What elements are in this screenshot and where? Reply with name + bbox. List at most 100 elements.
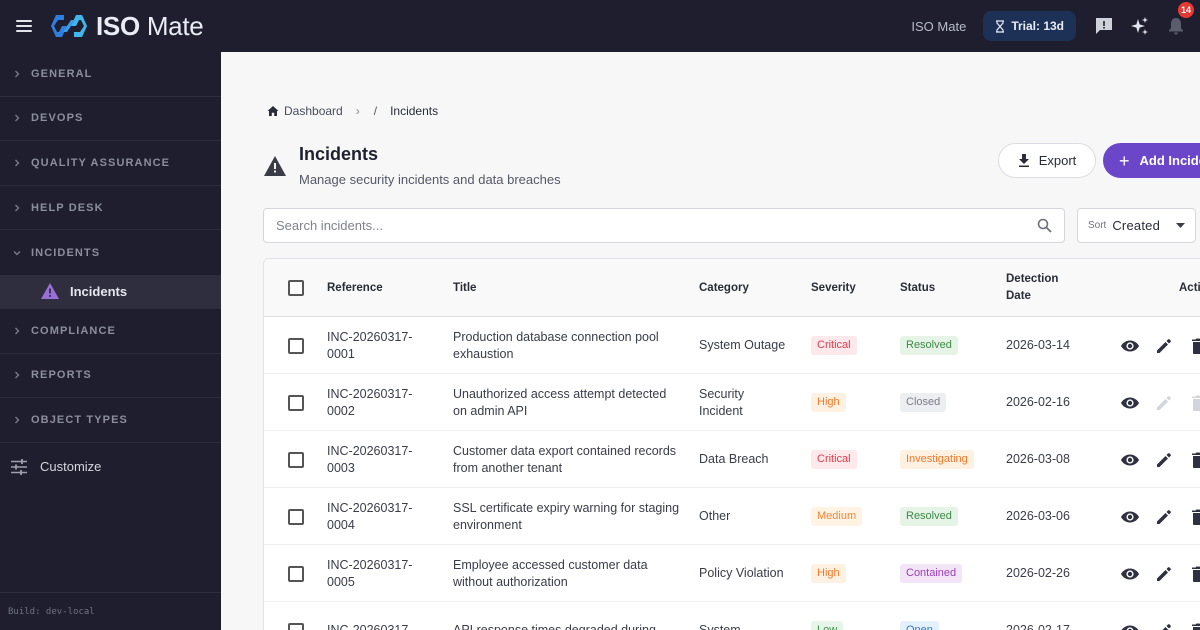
table-row[interactable]: INC-20260317- 0003 Customer data export … [264,431,1200,488]
eye-icon[interactable] [1120,621,1140,630]
chevron-down-icon [13,250,20,256]
table-row[interactable]: INC-20260317- 0005 Employee accessed cus… [264,545,1200,602]
feedback-button[interactable] [1092,14,1116,38]
cell-actions [1120,602,1200,630]
eye-icon[interactable] [1120,564,1140,584]
trial-label: Trial: 13d [1011,19,1064,33]
breadcrumb-home-link[interactable]: Dashboard [267,104,343,118]
table-row[interactable]: INC-20260317- API response times degrade… [264,602,1200,630]
sidebar-section-label: HELP DESK [31,201,104,214]
reference-line2: 0005 [327,574,355,589]
sidebar-section-label: COMPLIANCE [31,324,116,337]
sidebar-section-incidents[interactable]: INCIDENTS [0,230,221,275]
hamburger-menu-button[interactable] [16,16,36,36]
search-input[interactable] [276,218,1037,233]
reference-line1: INC-20260317- [327,329,413,344]
column-header-reference[interactable]: Reference [327,281,383,294]
pencil-icon[interactable] [1154,507,1174,527]
trash-icon[interactable] [1188,450,1200,470]
app-logo[interactable]: ISO Mate [50,10,204,42]
trash-icon[interactable] [1188,507,1200,527]
table-row[interactable]: INC-20260317- 0002 Unauthorized access a… [264,374,1200,431]
pencil-icon[interactable] [1154,621,1174,630]
eye-icon[interactable] [1120,393,1140,413]
row-checkbox[interactable] [288,508,304,525]
export-button[interactable]: Export [998,143,1096,178]
column-header-title[interactable]: Title [453,281,477,294]
org-name[interactable]: ISO Mate [911,18,967,34]
table-row[interactable]: INC-20260317- 0004 SSL certificate expir… [264,488,1200,545]
eye-icon[interactable] [1120,336,1140,356]
hourglass-icon [996,19,1005,33]
column-header-category[interactable]: Category [699,281,749,294]
chevron-right-icon [14,327,19,335]
export-label: Export [1038,153,1077,168]
sort-value: Created [1112,218,1160,233]
cell-title: Production database connection pool exha… [453,329,659,361]
notifications-button[interactable]: 14 [1164,2,1194,38]
select-all-checkbox[interactable] [288,280,304,296]
sort-dropdown[interactable]: Sort Created [1077,208,1196,243]
cell-actions [1120,488,1200,545]
trash-icon[interactable] [1188,621,1200,630]
add-incident-button[interactable]: + Add Incident [1103,143,1200,178]
table-row[interactable]: INC-20260317- 0001 Production database c… [264,317,1200,374]
eye-icon[interactable] [1120,507,1140,527]
row-checkbox[interactable] [288,394,304,411]
sidebar-item-incidents[interactable]: Incidents [0,274,221,309]
customize-button[interactable]: Customize [0,443,221,491]
cell-status: Closed [900,374,947,431]
row-checkbox[interactable] [288,337,304,354]
cell-detection-date: 2026-02-16 [1006,395,1070,409]
add-incident-label: Add Incident [1139,153,1200,168]
status-badge: Resolved [900,336,958,355]
severity-badge: Low [811,621,844,630]
app-name: ISO Mate [96,11,204,42]
sidebar-section-devops[interactable]: DEVOPS [0,97,221,142]
incidents-table: Reference Title Category Severity Status… [263,258,1200,630]
customize-label: Customize [40,459,102,475]
reference-line1: INC-20260317- [327,443,413,458]
sidebar-section-help-desk[interactable]: HELP DESK [0,186,221,231]
reference-line1: INC-20260317- [327,386,413,401]
sidebar-item-label: Incidents [70,283,128,299]
sidebar-section-reports[interactable]: REPORTS [0,354,221,399]
row-checkbox[interactable] [288,622,304,630]
cell-title: SSL certificate expiry warning for stagi… [453,500,680,532]
pencil-icon[interactable] [1154,336,1174,356]
chevron-right-icon [14,371,19,379]
search-field[interactable] [263,208,1065,243]
row-checkbox[interactable] [288,451,304,468]
trash-icon[interactable] [1188,393,1200,413]
plus-icon: + [1119,150,1130,171]
column-header-status[interactable]: Status [900,281,936,294]
cell-severity: Critical [811,317,857,374]
cell-status: Resolved [900,317,958,374]
bell-icon [1169,18,1183,35]
search-icon[interactable] [1037,218,1052,233]
cell-actions [1120,431,1200,488]
sidebar-section-general[interactable]: GENERAL [0,52,221,97]
chevron-right-icon [14,114,19,122]
cell-title: Employee accessed customer data without … [453,557,648,589]
cell-reference: INC-20260317- 0002 [327,374,437,431]
chevron-right-icon [14,70,19,78]
trash-icon[interactable] [1188,564,1200,584]
eye-icon[interactable] [1120,450,1140,470]
row-checkbox[interactable] [288,565,304,582]
chevron-right-icon [14,416,19,424]
column-header-detection-date[interactable]: Detection Date [1006,259,1058,317]
pencil-icon[interactable] [1154,564,1174,584]
pencil-icon[interactable] [1154,393,1174,413]
ai-assistant-button[interactable] [1128,14,1152,38]
cell-reference: INC-20260317- 0003 [327,431,437,488]
sidebar-section-quality-assurance[interactable]: QUALITY ASSURANCE [0,141,221,186]
status-badge: Closed [900,393,947,412]
column-header-severity[interactable]: Severity [811,281,856,294]
sidebar-section-compliance[interactable]: COMPLIANCE [0,309,221,354]
trash-icon[interactable] [1188,336,1200,356]
sidebar-section-object-types[interactable]: OBJECT TYPES [0,398,221,443]
status-badge: Resolved [900,507,958,526]
trial-badge[interactable]: Trial: 13d [983,11,1076,41]
pencil-icon[interactable] [1154,450,1174,470]
